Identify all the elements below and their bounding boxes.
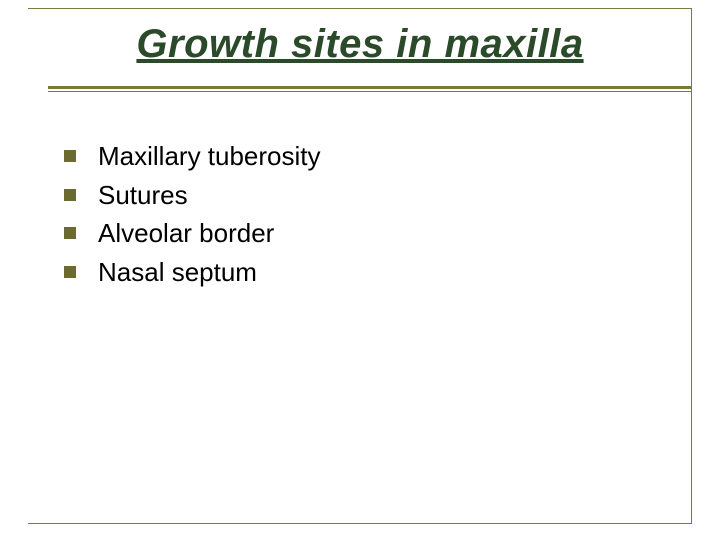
list-item-label: Maxillary tuberosity <box>98 140 321 173</box>
list-item-label: Nasal septum <box>98 256 257 289</box>
square-bullet-icon <box>64 189 76 201</box>
square-bullet-icon <box>64 150 76 162</box>
square-bullet-icon <box>64 266 76 278</box>
slide-title: Growth sites in maxilla <box>136 22 583 67</box>
title-wrap: Growth sites in maxilla <box>0 22 720 67</box>
title-rule <box>48 86 692 92</box>
list-item: Maxillary tuberosity <box>64 140 321 173</box>
bullet-list: Maxillary tuberosity Sutures Alveolar bo… <box>64 140 321 294</box>
list-item: Alveolar border <box>64 217 321 250</box>
square-bullet-icon <box>64 227 76 239</box>
list-item-label: Alveolar border <box>98 217 274 250</box>
list-item-label: Sutures <box>98 179 188 212</box>
list-item: Sutures <box>64 179 321 212</box>
title-rule-bottom <box>48 91 692 92</box>
list-item: Nasal septum <box>64 256 321 289</box>
title-rule-top <box>48 86 692 89</box>
